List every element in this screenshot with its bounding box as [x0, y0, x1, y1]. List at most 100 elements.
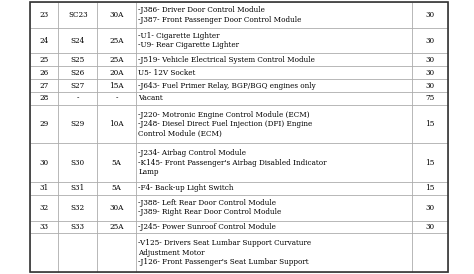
Bar [97, 92, 136, 105]
Bar [30, 221, 58, 233]
Bar [30, 195, 58, 221]
Bar [136, 28, 412, 53]
Text: 26: 26 [40, 69, 49, 77]
Bar [58, 79, 97, 92]
Bar [412, 143, 448, 182]
Text: 31: 31 [40, 184, 49, 192]
Bar [30, 182, 58, 195]
Text: 25A: 25A [109, 36, 124, 45]
Text: 75: 75 [425, 95, 435, 102]
Bar [412, 92, 448, 105]
Text: 29: 29 [40, 120, 49, 128]
Text: Vacant: Vacant [138, 95, 163, 102]
Bar [412, 66, 448, 79]
Text: 32: 32 [40, 204, 49, 212]
Text: 15: 15 [425, 159, 435, 167]
Bar [58, 233, 97, 272]
Bar [30, 53, 58, 66]
Text: -: - [77, 95, 79, 102]
Bar [412, 182, 448, 195]
Text: -V125- Drivers Seat Lumbar Support Curvature
Adjustment Motor
-J126- Front Passe: -V125- Drivers Seat Lumbar Support Curva… [138, 239, 311, 266]
Bar [412, 233, 448, 272]
Text: S33: S33 [71, 223, 85, 231]
Bar [136, 233, 412, 272]
Bar [30, 2, 448, 272]
Bar [30, 233, 58, 272]
Text: 30: 30 [426, 11, 435, 19]
Bar [412, 2, 448, 28]
Bar [58, 195, 97, 221]
Bar [58, 221, 97, 233]
Text: 25: 25 [40, 56, 49, 64]
Text: S31: S31 [71, 184, 85, 192]
Text: -F4- Back-up Light Switch: -F4- Back-up Light Switch [138, 184, 234, 192]
Bar [136, 105, 412, 143]
Bar [58, 66, 97, 79]
Bar [97, 79, 136, 92]
Text: 30: 30 [426, 223, 435, 231]
Bar [136, 66, 412, 79]
Text: -J386- Driver Door Control Module
-J387- Front Passenger Door Control Module: -J386- Driver Door Control Module -J387-… [138, 6, 301, 24]
Text: 33: 33 [40, 223, 49, 231]
Bar [97, 233, 136, 272]
Bar [97, 66, 136, 79]
Text: 25A: 25A [109, 56, 124, 64]
Bar [30, 2, 58, 28]
Bar [97, 105, 136, 143]
Bar [58, 92, 97, 105]
Bar [30, 28, 58, 53]
Bar [136, 143, 412, 182]
Bar [30, 105, 58, 143]
Text: S27: S27 [71, 82, 85, 90]
Text: S29: S29 [71, 120, 85, 128]
Bar [136, 79, 412, 92]
Text: U5- 12V Socket: U5- 12V Socket [138, 69, 196, 77]
Bar [412, 79, 448, 92]
Bar [136, 195, 412, 221]
Text: 15: 15 [425, 120, 435, 128]
Bar [412, 221, 448, 233]
Text: S26: S26 [71, 69, 85, 77]
Bar [136, 221, 412, 233]
Text: 23: 23 [40, 11, 49, 19]
Text: S32: S32 [71, 204, 85, 212]
Bar [30, 143, 58, 182]
Text: 5A: 5A [112, 184, 122, 192]
Text: S30: S30 [71, 159, 85, 167]
Text: S24: S24 [71, 36, 85, 45]
Bar [58, 105, 97, 143]
Bar [136, 2, 412, 28]
Text: 30: 30 [426, 56, 435, 64]
Bar [136, 53, 412, 66]
Text: 25A: 25A [109, 223, 124, 231]
Text: S25: S25 [71, 56, 85, 64]
Bar [136, 92, 412, 105]
Text: 15A: 15A [109, 82, 124, 90]
Bar [58, 182, 97, 195]
Text: 15: 15 [425, 184, 435, 192]
Bar [97, 2, 136, 28]
Bar [58, 53, 97, 66]
Bar [58, 2, 97, 28]
Text: -J245- Power Sunroof Control Module: -J245- Power Sunroof Control Module [138, 223, 276, 231]
Text: -J220- Motronic Engine Control Module (ECM)
-J248- Diesel Direct Fuel Injection : -J220- Motronic Engine Control Module (E… [138, 111, 312, 138]
Text: 30: 30 [426, 36, 435, 45]
Text: -J388- Left Rear Door Control Module
-J389- Right Rear Door Control Module: -J388- Left Rear Door Control Module -J3… [138, 199, 282, 216]
Text: 10A: 10A [109, 120, 124, 128]
Text: -J519- Vehicle Electrical System Control Module: -J519- Vehicle Electrical System Control… [138, 56, 315, 64]
Text: 30: 30 [40, 159, 49, 167]
Bar [412, 28, 448, 53]
Text: 28: 28 [40, 95, 49, 102]
Bar [97, 28, 136, 53]
Bar [412, 53, 448, 66]
Text: 24: 24 [40, 36, 49, 45]
Bar [97, 143, 136, 182]
Text: -: - [116, 95, 118, 102]
Text: 5A: 5A [112, 159, 122, 167]
Text: -J234- Airbag Control Module
-K145- Front Passenger's Airbag Disabled Indicator
: -J234- Airbag Control Module -K145- Fron… [138, 149, 327, 176]
Text: -J643- Fuel Primer Relay, BGP/BGQ engines only: -J643- Fuel Primer Relay, BGP/BGQ engine… [138, 82, 316, 90]
Text: 20A: 20A [109, 69, 124, 77]
Text: 30A: 30A [109, 11, 124, 19]
Bar [412, 195, 448, 221]
Bar [30, 79, 58, 92]
